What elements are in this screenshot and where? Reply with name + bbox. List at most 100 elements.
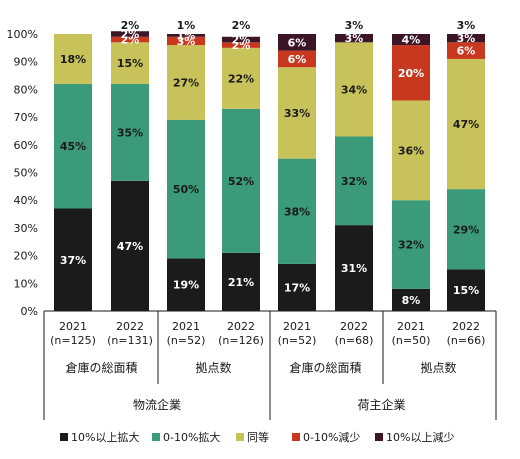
data-label: 2% xyxy=(121,34,140,47)
bar-segment xyxy=(111,83,149,181)
subgroup-label: 拠点数 xyxy=(420,360,456,375)
bar-segment xyxy=(111,36,149,43)
bar-segment xyxy=(111,31,149,37)
y-tick-label: 100% xyxy=(7,28,38,41)
bar-segment xyxy=(222,252,260,311)
legend-swatch xyxy=(375,433,383,441)
top-data-label: 2% xyxy=(232,19,251,32)
x-tick-n: (n=50) xyxy=(392,334,431,347)
bar-segment xyxy=(278,50,316,68)
x-tick-year: 2022 xyxy=(452,320,480,333)
legend-label: 0-10%減少 xyxy=(303,430,360,444)
data-label: 36% xyxy=(398,144,424,157)
data-label: 27% xyxy=(173,76,199,89)
bar-segment xyxy=(222,108,260,253)
legend-label: 0-10%拡大 xyxy=(163,430,220,444)
data-label: 35% xyxy=(117,126,143,139)
bar-segment xyxy=(392,200,430,289)
data-label: 50% xyxy=(173,183,199,196)
x-tick-year: 2021 xyxy=(397,320,425,333)
data-label: 1% xyxy=(177,29,196,42)
bar-segment xyxy=(447,189,485,270)
data-label: 20% xyxy=(398,67,424,80)
bar-segment xyxy=(54,34,92,84)
bar-segment xyxy=(447,58,485,190)
bar-segment xyxy=(392,45,430,101)
data-label: 33% xyxy=(284,107,310,120)
subgroup-label: 拠点数 xyxy=(195,360,231,375)
data-label: 31% xyxy=(341,262,367,275)
y-tick-label: 30% xyxy=(14,222,38,235)
top-data-label: 1% xyxy=(177,19,196,32)
bar-segment xyxy=(335,34,373,43)
x-tick-year: 2022 xyxy=(116,320,144,333)
x-tick-n: (n=125) xyxy=(50,334,96,347)
data-label: 32% xyxy=(341,175,367,188)
x-tick-n: (n=52) xyxy=(278,334,317,347)
bar-segment xyxy=(167,119,205,259)
legend-swatch xyxy=(60,433,68,441)
data-label: 19% xyxy=(173,279,199,292)
data-label: 15% xyxy=(453,284,479,297)
x-tick-n: (n=68) xyxy=(335,334,374,347)
y-tick-label: 80% xyxy=(14,83,38,96)
bar-segment xyxy=(335,42,373,137)
x-tick-n: (n=52) xyxy=(167,334,206,347)
bar-segment xyxy=(167,34,205,37)
data-label: 6% xyxy=(288,53,307,66)
y-tick-label: 60% xyxy=(14,139,38,152)
bar-segment xyxy=(222,36,260,43)
bar-segment xyxy=(278,263,316,311)
y-tick-label: 40% xyxy=(14,194,38,207)
bar-segment xyxy=(392,100,430,201)
bar-segment xyxy=(278,34,316,51)
x-tick-year: 2021 xyxy=(283,320,311,333)
data-label: 3% xyxy=(177,35,196,48)
bar-segment xyxy=(447,42,485,59)
data-label: 45% xyxy=(60,140,86,153)
data-label: 22% xyxy=(228,72,254,85)
bar-segment xyxy=(222,47,260,109)
data-label: 34% xyxy=(341,83,367,96)
data-label: 47% xyxy=(117,240,143,253)
bar-segment xyxy=(447,34,485,43)
bar-segment xyxy=(222,42,260,48)
legend-label: 10%以上減少 xyxy=(386,430,454,444)
data-label: 47% xyxy=(453,118,479,131)
bar-segment xyxy=(167,36,205,46)
x-tick-n: (n=66) xyxy=(447,334,486,347)
data-label: 4% xyxy=(402,34,421,47)
data-label: 3% xyxy=(457,32,476,45)
data-label: 21% xyxy=(228,276,254,289)
x-tick-n: (n=126) xyxy=(218,334,264,347)
x-tick-year: 2021 xyxy=(172,320,200,333)
data-label: 6% xyxy=(288,36,307,49)
bar-segment xyxy=(167,45,205,120)
bar-segment xyxy=(54,208,92,311)
data-label: 37% xyxy=(60,254,86,267)
data-label: 29% xyxy=(453,223,479,236)
bar-segment xyxy=(392,288,430,311)
bar-segment xyxy=(111,180,149,311)
group-label: 荷主企業 xyxy=(357,397,405,412)
bar-segment xyxy=(111,42,149,84)
legend-label: 10%以上拡大 xyxy=(71,430,139,444)
bar-segment xyxy=(278,67,316,159)
bar-segment xyxy=(335,225,373,311)
data-label: 38% xyxy=(284,205,310,218)
top-data-label: 3% xyxy=(457,19,476,32)
legend-swatch xyxy=(292,433,300,441)
bar-segment xyxy=(447,269,485,311)
data-label: 17% xyxy=(284,281,310,294)
bar-segment xyxy=(54,83,92,209)
bar-segment xyxy=(278,158,316,264)
data-label: 15% xyxy=(117,57,143,70)
legend-label: 同等 xyxy=(247,430,269,444)
top-data-label: 3% xyxy=(345,19,364,32)
y-tick-label: 0% xyxy=(21,305,38,318)
data-label: 52% xyxy=(228,175,254,188)
bar-segment xyxy=(335,136,373,226)
data-label: 32% xyxy=(398,239,424,252)
